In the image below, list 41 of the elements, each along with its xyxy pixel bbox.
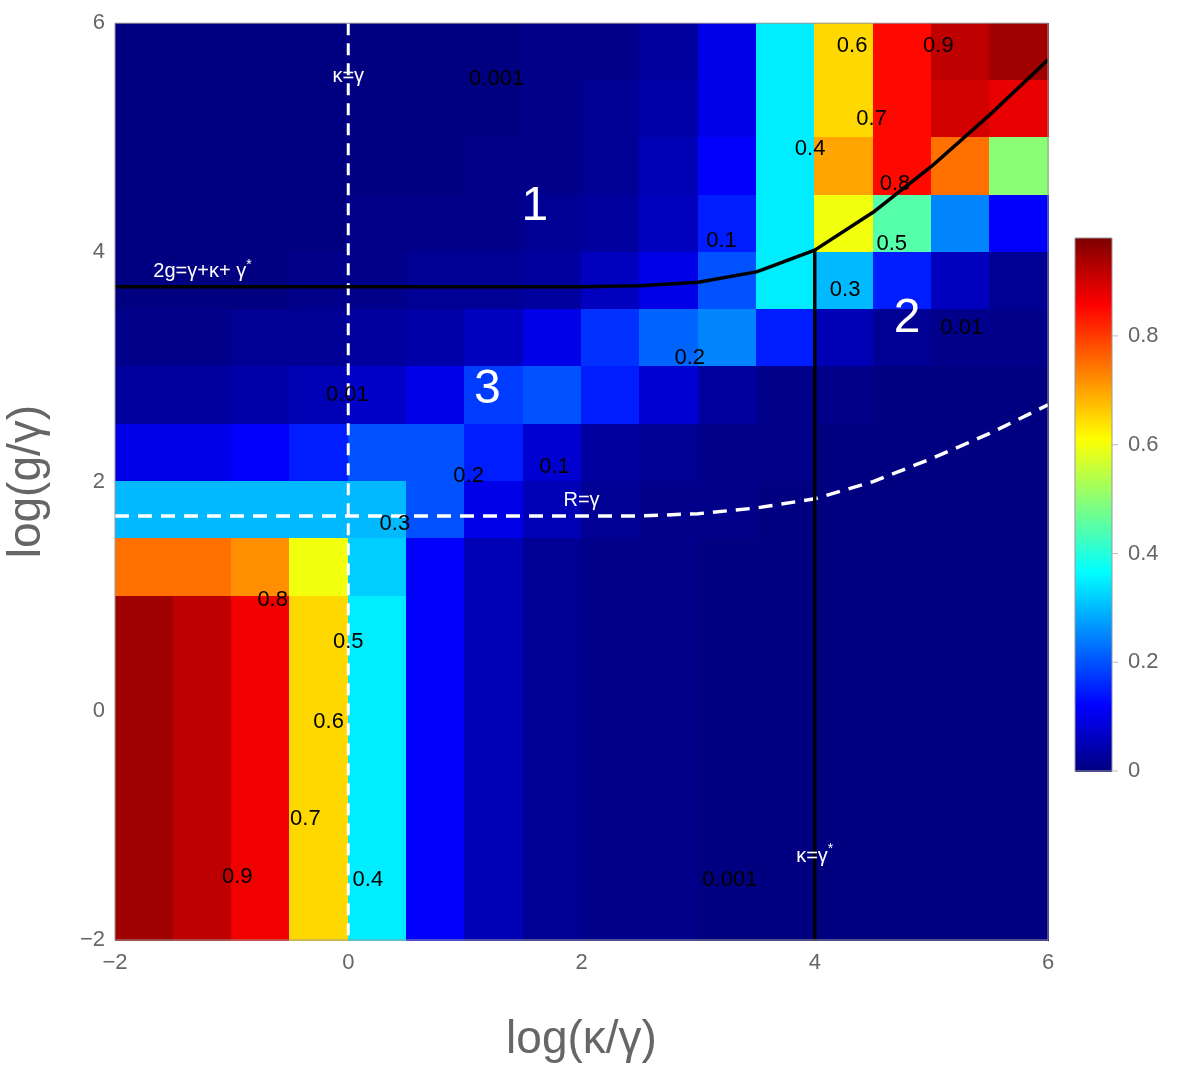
annotation: 0.3 [379,509,411,535]
annotation: κ=γ* [796,840,834,866]
annotation: 0.001 [702,865,758,891]
annotation: R=γ [563,488,600,511]
annotation: 1 [521,176,549,230]
annotation: 0.7 [290,804,321,830]
annotation: κ=γ [332,64,365,87]
color-bar-label: 0.4 [1128,539,1159,565]
x-tick-label: 2 [575,949,588,975]
color-bar-label: 0 [1128,757,1141,783]
y-tick-label: 6 [92,9,105,35]
annotation: 0.9 [923,32,954,58]
annotation: 0.6 [836,32,868,58]
annotation: 2 [893,289,921,343]
y-axis-title: log(g/γ) [0,404,51,559]
x-axis-title: log(κ/γ) [506,1011,657,1064]
color-bar-label: 0.2 [1128,648,1159,674]
annotation: 0.5 [332,628,364,654]
annotation: 0.5 [876,230,908,256]
annotation: 0.6 [313,708,344,734]
annotation: 3 [473,360,501,414]
annotation: 2g=γ+κ+ γ* [153,255,253,282]
annotation: 0.9 [221,862,253,888]
x-tick-label: 0 [342,949,355,975]
annotation: 0.4 [352,865,384,891]
y-tick-label: 0 [92,696,105,722]
x-tick-label: 6 [1041,949,1055,975]
x-tick-label: 4 [808,949,821,975]
y-tick-label: 2 [92,467,105,493]
annotation: 0.01 [325,380,369,406]
annotation: 0.2 [674,343,706,369]
color-bar-label: 0.6 [1128,430,1159,456]
color-bar-label: 0.8 [1128,321,1159,347]
annotation: 0.3 [829,276,861,302]
annotation: 0.1 [539,452,570,478]
y-tick-label: −2 [79,926,105,952]
annotation: 0.01 [940,314,984,340]
y-tick-label: 4 [92,238,105,264]
annotation: 0.2 [453,462,484,488]
annotation: 0.001 [469,65,525,91]
annotation: 0.1 [706,227,737,252]
